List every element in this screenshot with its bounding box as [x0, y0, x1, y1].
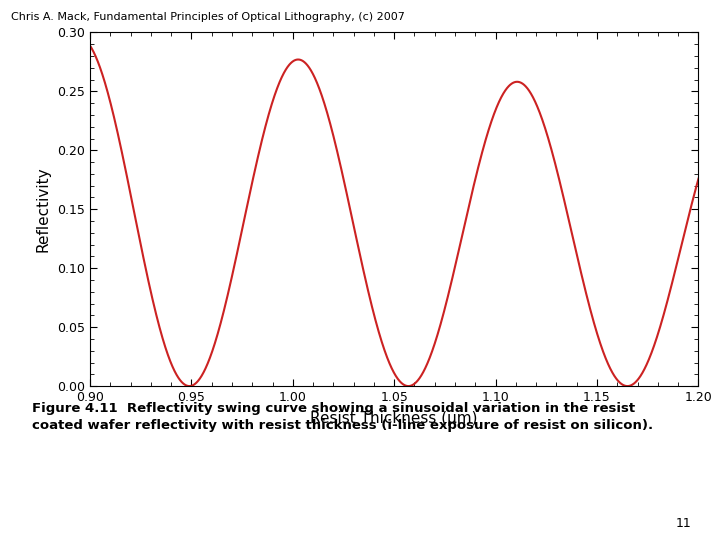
- Text: Figure 4.11  Reflectivity swing curve showing a sinusoidal variation in the resi: Figure 4.11 Reflectivity swing curve sho…: [32, 402, 654, 433]
- Y-axis label: Reflectivity: Reflectivity: [35, 166, 50, 252]
- Text: 11: 11: [675, 517, 691, 530]
- Text: Chris A. Mack, Fundamental Principles of Optical Lithography, (c) 2007: Chris A. Mack, Fundamental Principles of…: [11, 12, 405, 22]
- X-axis label: Resist Thickness (μm): Resist Thickness (μm): [310, 411, 478, 426]
